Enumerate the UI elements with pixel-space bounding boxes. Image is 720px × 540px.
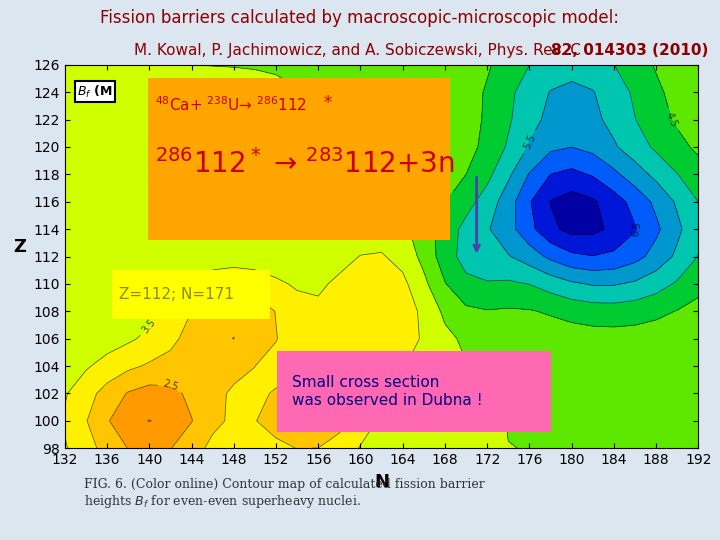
Text: $^{286}$112$^*$ → $^{283}$112+3n: $^{286}$112$^*$ → $^{283}$112+3n: [155, 149, 454, 179]
X-axis label: N: N: [374, 472, 389, 491]
Y-axis label: Z: Z: [13, 239, 26, 256]
Text: 5.5: 5.5: [521, 132, 537, 151]
Text: 4.5: 4.5: [664, 111, 680, 129]
Text: $B_f$ (M: $B_f$ (M: [78, 84, 113, 99]
Text: M. Kowal, P. Jachimowicz, and A. Sobiczewski, Phys. Rev. C: M. Kowal, P. Jachimowicz, and A. Sobicze…: [134, 43, 586, 58]
Text: 82, 014303 (2010): 82, 014303 (2010): [552, 43, 708, 58]
Text: 2.5: 2.5: [161, 379, 179, 393]
Text: 3.5: 3.5: [140, 317, 158, 335]
Text: $^{48}$Ca+ $^{238}$U→ $^{286}$112: $^{48}$Ca+ $^{238}$U→ $^{286}$112: [155, 95, 307, 114]
Text: Small cross section
was observed in Dubna !: Small cross section was observed in Dubn…: [292, 375, 482, 408]
Text: *: *: [324, 94, 333, 112]
Text: 2.5: 2.5: [310, 411, 327, 429]
Text: Fission barriers calculated by macroscopic-microscopic model:: Fission barriers calculated by macroscop…: [101, 9, 619, 27]
Text: 6.5: 6.5: [631, 221, 643, 238]
Text: FIG. 6. (Color online) Contour map of calculated fission barrier
heights $B_f$ f: FIG. 6. (Color online) Contour map of ca…: [84, 478, 485, 510]
Text: Z=112; N=171: Z=112; N=171: [119, 287, 234, 302]
Text: 4.5: 4.5: [438, 193, 454, 211]
